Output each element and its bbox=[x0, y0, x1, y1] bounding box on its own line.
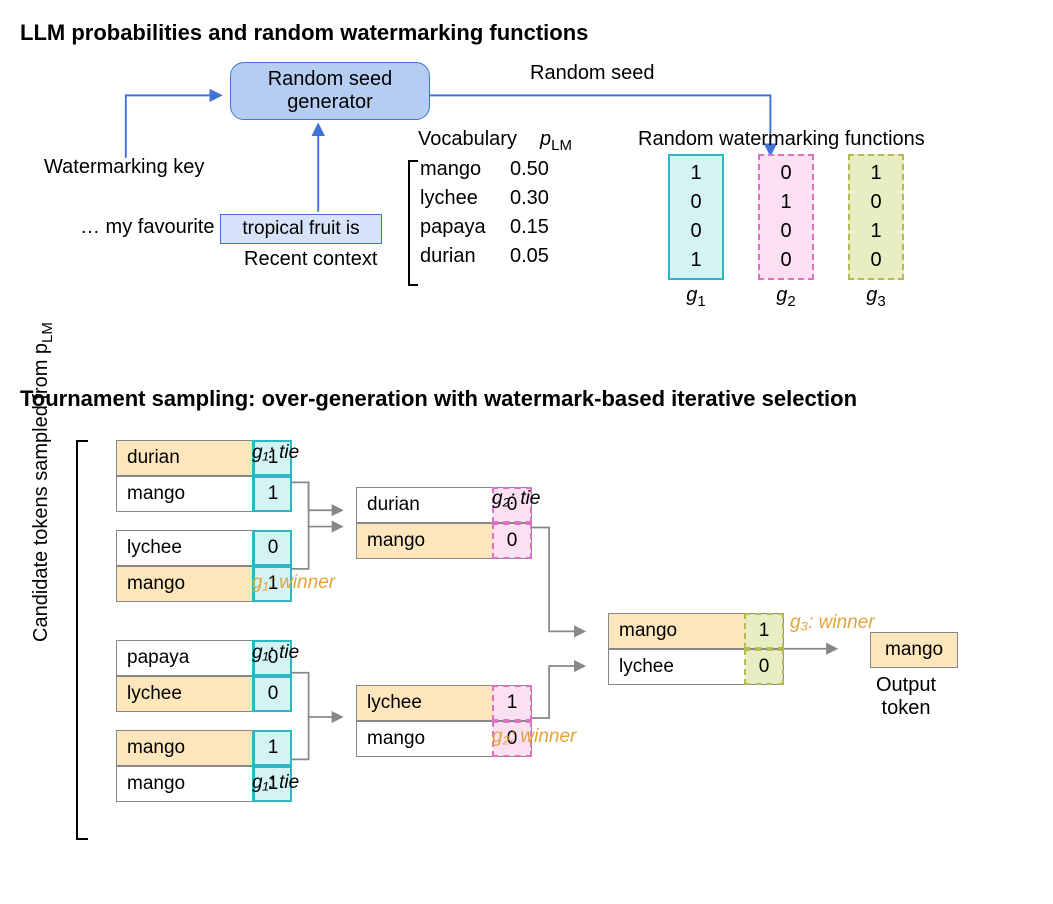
watermark-functions: 1 0 0 1 g1 0 1 0 0 g2 1 0 1 0 g3 bbox=[668, 154, 904, 310]
tournament-cell: lychee0 bbox=[116, 676, 292, 712]
token-label: mango bbox=[609, 614, 745, 648]
token-label: lychee bbox=[117, 677, 253, 711]
wf-g3-label: g3 bbox=[848, 284, 904, 310]
random-seed-label: Random seed bbox=[530, 62, 655, 85]
wf-val: 1 bbox=[690, 162, 701, 185]
context-prefix: … my favourite bbox=[80, 216, 214, 239]
wf-col: 0 1 0 0 g2 bbox=[758, 154, 814, 310]
candidates-bracket bbox=[76, 440, 88, 840]
wf-val: 0 bbox=[780, 220, 791, 243]
wf-val: 1 bbox=[870, 162, 881, 185]
tournament-cell: lychee0 bbox=[608, 649, 784, 685]
tournament-cell: lychee1 bbox=[356, 685, 532, 721]
rsg-text: Random seed generator bbox=[268, 68, 393, 114]
wf-val: 0 bbox=[870, 191, 881, 214]
wf-col: 1 0 1 0 g3 bbox=[848, 154, 904, 310]
bit-value: 0 bbox=[493, 524, 531, 558]
bit-value: 0 bbox=[745, 650, 783, 684]
token-label: durian bbox=[117, 441, 253, 475]
random-seed-generator-box: Random seed generator bbox=[230, 62, 430, 120]
wf-col: 1 0 0 1 g1 bbox=[668, 154, 724, 310]
output-label: Output token bbox=[876, 674, 936, 720]
vocab-table: mango0.50 lychee0.30 papaya0.15 durian0.… bbox=[420, 158, 570, 268]
anno-r1p3: g₁: tie bbox=[252, 642, 299, 664]
token-label: durian bbox=[357, 488, 493, 522]
plm-header: pLM bbox=[540, 128, 572, 154]
token-label: mango bbox=[117, 767, 253, 801]
vocab-bracket bbox=[408, 160, 418, 286]
tournament-cell: mango1 bbox=[608, 613, 784, 649]
watermarking-key-label: Watermarking key bbox=[44, 156, 204, 179]
recent-context-box: tropical fruit is bbox=[220, 214, 382, 244]
tournament-diagram: Candidate tokens sampled from pLM durian… bbox=[20, 422, 1033, 862]
tournament-cell: lychee0 bbox=[116, 530, 292, 566]
vocab-p: 0.30 bbox=[510, 187, 570, 210]
section2-title: Tournament sampling: over-generation wit… bbox=[20, 386, 1033, 412]
token-label: mango bbox=[117, 731, 253, 765]
vocab-token: lychee bbox=[420, 187, 510, 210]
candidates-axis-label: Candidate tokens sampled from pLM bbox=[30, 322, 56, 642]
section1-title: LLM probabilities and random watermarkin… bbox=[20, 20, 1033, 46]
rwf-header: Random watermarking functions bbox=[638, 128, 925, 151]
output-token: mango bbox=[885, 639, 943, 661]
wf-val: 0 bbox=[780, 162, 791, 185]
bit-value: 0 bbox=[253, 677, 291, 711]
vocab-token: durian bbox=[420, 245, 510, 268]
bit-value: 1 bbox=[253, 477, 291, 511]
wf-val: 0 bbox=[870, 249, 881, 272]
token-label: mango bbox=[357, 722, 493, 756]
wf-g2-label: g2 bbox=[758, 284, 814, 310]
context-text: tropical fruit is bbox=[242, 218, 359, 240]
token-label: mango bbox=[357, 524, 493, 558]
tournament-cell: mango1 bbox=[116, 476, 292, 512]
wf-val: 0 bbox=[690, 220, 701, 243]
wf-val: 1 bbox=[780, 191, 791, 214]
vocab-header: Vocabulary bbox=[418, 128, 517, 151]
anno-r1p4: g₁: tie bbox=[252, 772, 299, 794]
anno-r2p1: g₂: tie bbox=[492, 488, 540, 510]
wf-g1: 1 0 0 1 bbox=[668, 154, 724, 280]
bit-value: 0 bbox=[253, 531, 291, 565]
anno-r1p2: g₁: winner bbox=[252, 572, 335, 594]
plm-p: p bbox=[540, 128, 551, 150]
token-label: lychee bbox=[357, 686, 493, 720]
top-diagram: Random seed generator Watermarking key …… bbox=[20, 56, 1033, 356]
vocab-token: mango bbox=[420, 158, 510, 181]
bit-value: 1 bbox=[745, 614, 783, 648]
token-label: lychee bbox=[609, 650, 745, 684]
anno-r3: g₃: winner bbox=[790, 612, 875, 634]
vocab-p: 0.50 bbox=[510, 158, 570, 181]
wf-val: 1 bbox=[690, 249, 701, 272]
wf-val: 1 bbox=[870, 220, 881, 243]
wf-g1-label: g1 bbox=[668, 284, 724, 310]
bit-value: 1 bbox=[493, 686, 531, 720]
anno-r2p2: g₂: winner bbox=[492, 726, 576, 748]
plm-sub: LM bbox=[551, 137, 572, 154]
token-label: mango bbox=[117, 477, 253, 511]
wf-val: 0 bbox=[780, 249, 791, 272]
token-label: papaya bbox=[117, 641, 253, 675]
bit-value: 1 bbox=[253, 731, 291, 765]
anno-r1p1: g₁: tie bbox=[252, 442, 299, 464]
tournament-cell: mango1 bbox=[116, 730, 292, 766]
wf-g2: 0 1 0 0 bbox=[758, 154, 814, 280]
vocab-p: 0.15 bbox=[510, 216, 570, 239]
wf-g3: 1 0 1 0 bbox=[848, 154, 904, 280]
tournament-cell: mango0 bbox=[356, 523, 532, 559]
recent-context-label: Recent context bbox=[244, 248, 377, 271]
token-label: lychee bbox=[117, 531, 253, 565]
token-label: mango bbox=[117, 567, 253, 601]
wf-val: 0 bbox=[690, 191, 701, 214]
output-token-box: mango bbox=[870, 632, 958, 668]
vocab-token: papaya bbox=[420, 216, 510, 239]
vocab-p: 0.05 bbox=[510, 245, 570, 268]
